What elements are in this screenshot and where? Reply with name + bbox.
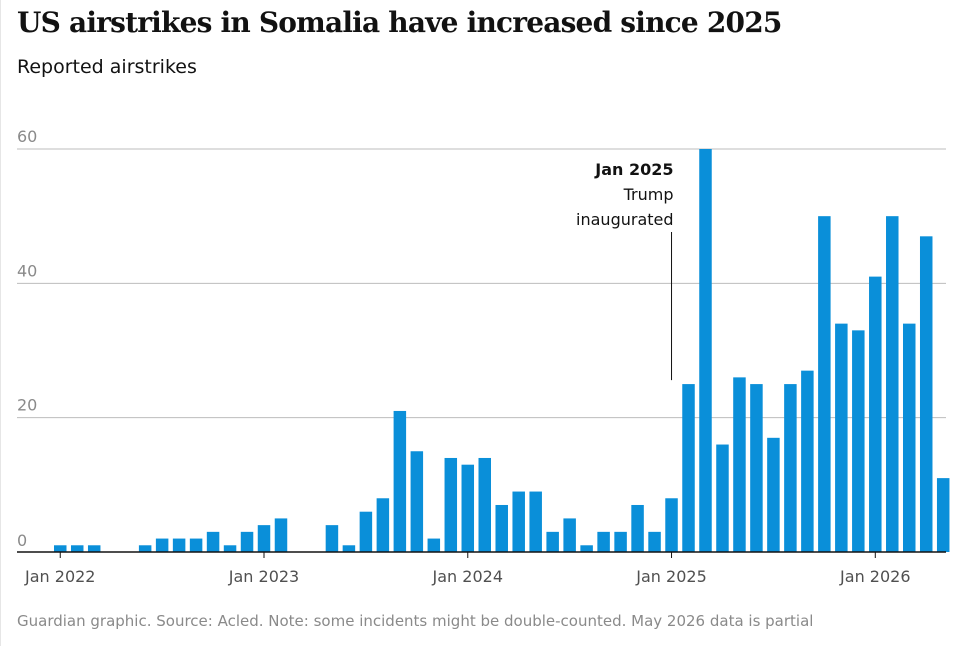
bar-2023-11 <box>427 538 441 552</box>
bar-2024-03 <box>495 504 508 552</box>
bar-2022-01 <box>54 545 67 552</box>
bar-2025-11 <box>835 323 848 552</box>
bar-2024-07 <box>563 518 576 552</box>
bar-2022-06 <box>138 545 152 552</box>
bar-2024-01 <box>461 464 475 552</box>
bar-2025-12 <box>852 330 865 552</box>
bar-2024-02 <box>478 457 491 552</box>
bar-2023-07 <box>359 511 373 552</box>
x-tick-label-2025-01: Jan 2025 <box>635 567 706 586</box>
bar-2024-08 <box>580 545 593 552</box>
bar-2023-12 <box>444 457 458 552</box>
bars <box>54 149 950 553</box>
bar-2026-04 <box>919 236 933 553</box>
bar-2022-02 <box>70 545 84 552</box>
bar-2026-02 <box>886 216 899 552</box>
chart-title: US airstrikes in Somalia have increased … <box>17 6 782 39</box>
bar-2023-05 <box>325 525 339 552</box>
bar-2025-03 <box>699 149 712 552</box>
x-tick-label-2026-01: Jan 2026 <box>839 567 910 586</box>
bar-2026-03 <box>903 323 916 552</box>
bar-2024-06 <box>546 531 559 552</box>
chart-subtitle: Reported airstrikes <box>17 56 197 78</box>
bar-2025-08 <box>784 384 797 552</box>
bar-2025-10 <box>818 216 831 552</box>
bar-2025-01 <box>665 498 678 552</box>
annotation-date-label: Jan 2025 <box>594 160 673 179</box>
bar-2025-04 <box>716 444 729 552</box>
bar-2023-10 <box>410 451 424 552</box>
bar-2023-01 <box>257 525 271 552</box>
bar-2025-06 <box>750 384 763 552</box>
bar-2023-09 <box>393 410 407 552</box>
x-tick-label-2023-01: Jan 2023 <box>228 567 299 586</box>
left-rule <box>0 0 1 646</box>
annotation: Jan 2025 Trump inaugurated <box>576 160 674 381</box>
bar-2022-12 <box>240 531 254 552</box>
bar-2023-06 <box>342 545 356 552</box>
bar-2024-09 <box>597 531 610 552</box>
y-tick-label-60: 60 <box>17 127 37 146</box>
y-axis-ticks: 0 20 40 60 <box>17 127 37 550</box>
bar-2022-11 <box>223 545 237 552</box>
bar-2025-05 <box>733 377 746 552</box>
bar-2025-09 <box>801 370 814 552</box>
y-tick-label-0: 0 <box>17 531 27 550</box>
bar-2025-07 <box>767 437 780 552</box>
bar-2024-11 <box>631 504 644 552</box>
bar-2023-08 <box>376 498 390 552</box>
x-tick-label-2022-01: Jan 2022 <box>24 567 95 586</box>
x-tick-label-2024-01: Jan 2024 <box>432 567 503 586</box>
bar-2022-08 <box>172 538 186 552</box>
y-tick-label-40: 40 <box>17 261 37 280</box>
bar-2026-05 <box>936 478 950 552</box>
bar-2022-10 <box>206 531 220 552</box>
bar-2024-12 <box>648 531 661 552</box>
x-axis-ticks: Jan 2022 Jan 2023 Jan 2024 Jan 2025 Jan 2026 <box>24 552 911 586</box>
bar-2022-07 <box>155 538 169 552</box>
bar-2024-04 <box>512 491 525 552</box>
y-tick-label-20: 20 <box>17 396 37 415</box>
bar-2024-05 <box>529 491 542 552</box>
bar-2026-01 <box>869 276 882 552</box>
source-footer: Guardian graphic. Source: Acled. Note: s… <box>17 612 814 630</box>
bar-2022-09 <box>189 538 203 552</box>
bar-2022-03 <box>87 545 101 552</box>
annotation-text-line-1: Trump <box>623 185 674 204</box>
bar-2024-10 <box>614 531 627 552</box>
bar-2025-02 <box>682 384 695 552</box>
annotation-text-line-2: inaugurated <box>576 210 673 229</box>
bar-2023-02 <box>274 518 288 552</box>
